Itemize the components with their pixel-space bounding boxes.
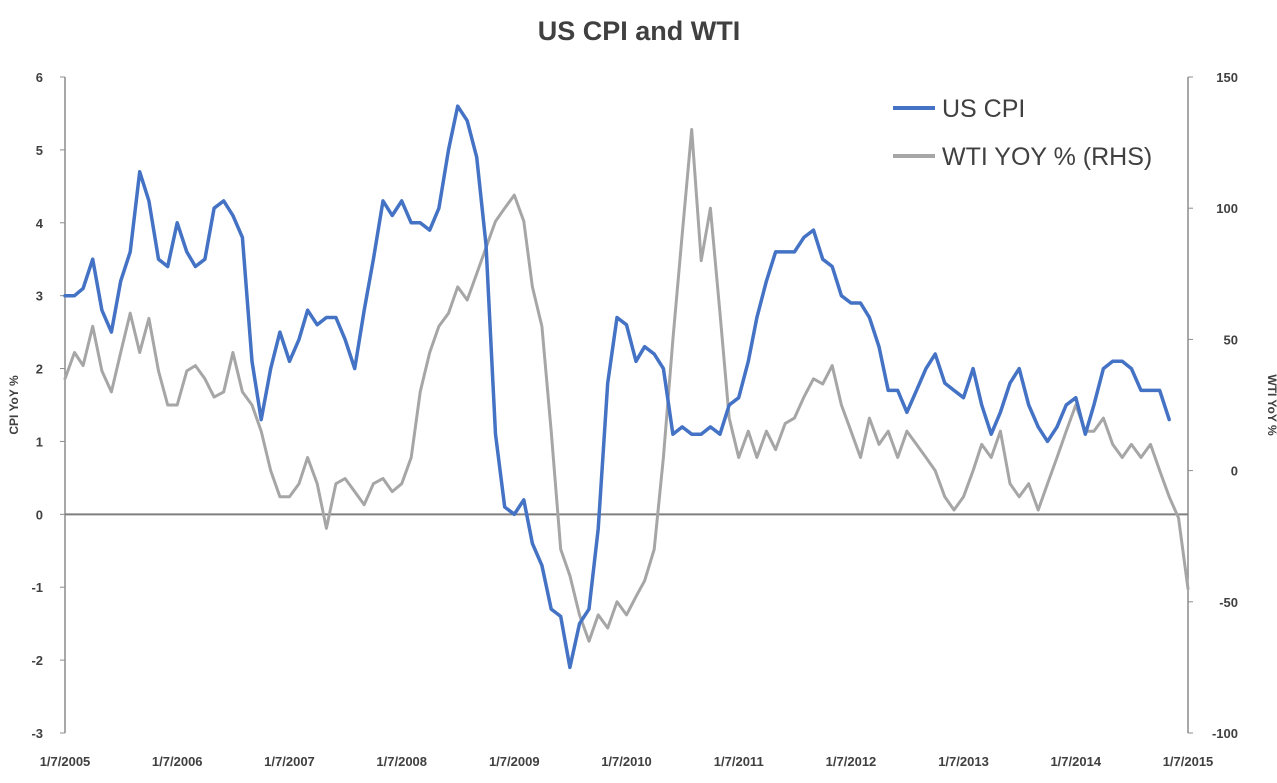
y-tick-label: 6 [36,70,43,85]
y2-axis-title: WTI YoY % [1265,374,1277,436]
legend-label: WTI YOY % (RHS) [942,143,1152,171]
x-tick-label: 1/7/2008 [376,754,427,769]
x-tick-label: 1/7/2010 [601,754,652,769]
y2-tick-label: 50 [1224,332,1238,347]
y2-tick-label: -100 [1212,726,1238,741]
chart-title: US CPI and WTI [538,16,741,46]
legend: US CPI WTI YOY % (RHS) [893,95,1152,171]
y-tick-label: 5 [36,143,43,158]
y-tick-label: 2 [36,362,43,377]
axes: -3 -2 -1 0 1 2 3 4 5 6 -100 -50 0 50 100 150 1/7/2005 1/7… [31,70,1238,769]
y2-tick-label: 150 [1216,70,1238,85]
y-tick-label: -2 [31,653,43,668]
y2-tick-label: -50 [1219,595,1238,610]
x-tick-label: 1/7/2006 [152,754,203,769]
y-axis-title: CPI YoY % [7,375,21,435]
x-tick-label: 1/7/2012 [826,754,877,769]
y-tick-label: 4 [36,216,44,231]
y-tick-label: 3 [36,289,43,304]
x-tick-label: 1/7/2005 [40,754,91,769]
y-tick-label: -3 [31,726,43,741]
legend-label: US CPI [942,95,1025,123]
x-tick-label: 1/7/2011 [714,754,764,769]
series-line-wti [63,128,1190,643]
x-tick-label: 1/7/2015 [1163,754,1214,769]
x-tick-label: 1/7/2009 [489,754,540,769]
y-tick-label: 0 [36,507,43,522]
y2-tick-label: 100 [1216,201,1238,216]
x-tick-label: 1/7/2014 [1050,754,1101,769]
y-tick-label: -1 [31,580,43,595]
y-tick-label: 1 [36,434,43,449]
series-line-cpi [63,104,1171,670]
y2-tick-label: 0 [1231,464,1238,479]
series-group [63,104,1190,670]
x-tick-label: 1/7/2013 [938,754,989,769]
x-tick-label: 1/7/2007 [264,754,315,769]
